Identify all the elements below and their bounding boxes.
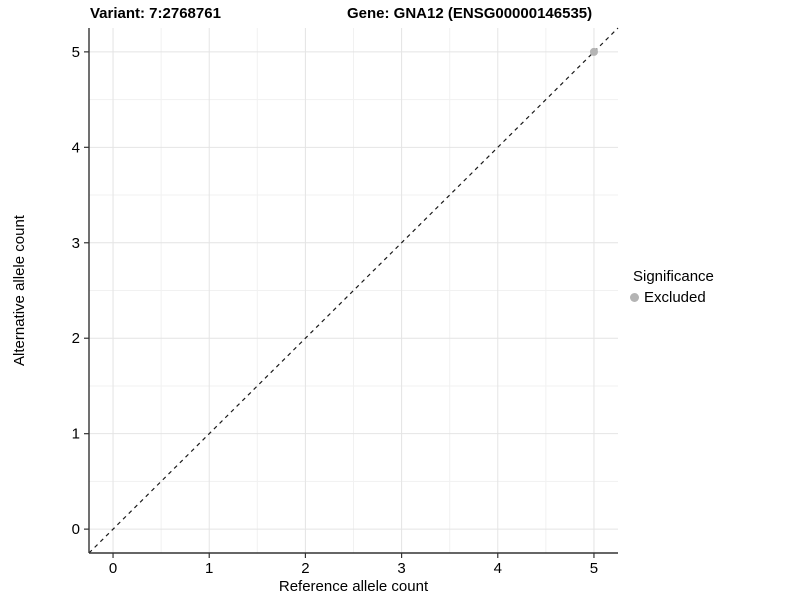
y-tick-label: 3 [72, 235, 80, 252]
y-tick-label: 2 [72, 330, 80, 347]
y-tick-label: 4 [72, 139, 80, 156]
y-axis-title-wrap: Alternative allele count [4, 28, 34, 553]
data-points [589, 47, 598, 56]
y-tick-label: 5 [72, 44, 80, 61]
grid-major [89, 28, 618, 553]
tick-labels: 0 1 2 3 4 5 0 1 2 3 4 5 [72, 44, 598, 577]
grid-minor [89, 28, 618, 553]
gene-title: Gene: GNA12 (ENSG00000146535) [347, 5, 593, 22]
x-tick-label: 4 [494, 560, 502, 577]
axis-ticks [84, 51, 595, 558]
data-point-excluded [589, 47, 598, 56]
variant-title: Variant: 7:2768761 [90, 5, 221, 22]
x-tick-label: 2 [301, 560, 309, 577]
legend: Significance Excluded [630, 268, 714, 306]
y-tick-label: 0 [72, 521, 80, 538]
x-tick-label: 1 [205, 560, 213, 577]
x-tick-label: 5 [590, 560, 598, 577]
legend-item-label: Excluded [644, 289, 706, 306]
y-tick-label: 1 [72, 426, 80, 443]
axis-lines [88, 28, 618, 554]
x-tick-label: 3 [397, 560, 405, 577]
excluded-point-swatch [630, 293, 639, 302]
legend-item-excluded: Excluded [630, 289, 714, 306]
y-axis-title: Alternative allele count [10, 215, 28, 366]
legend-title: Significance [633, 268, 714, 285]
x-axis-title: Reference allele count [278, 578, 429, 595]
x-tick-label: 0 [109, 560, 117, 577]
